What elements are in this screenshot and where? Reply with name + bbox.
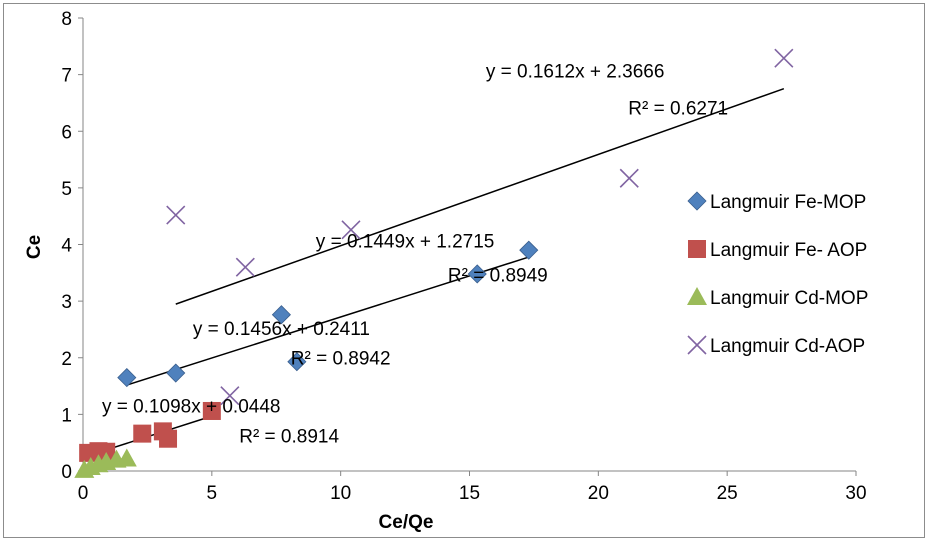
chart-frame (3, 3, 925, 538)
y-tick-label: 8 (61, 9, 72, 30)
point-cd-aop (235, 257, 255, 277)
point-cd-aop (220, 386, 240, 406)
point-fe-aop (133, 424, 152, 443)
point-fe-mop (519, 240, 539, 260)
point-fe-aop (159, 429, 178, 448)
trendline-fe-mop (126, 256, 529, 386)
point-fe-mop (166, 363, 186, 383)
legend-label-cd-aop: Langmuir Cd-AOP (710, 336, 865, 357)
legend-marker-fe-aop (688, 240, 706, 258)
legend-label-fe-aop: Langmuir Fe- AOP (710, 240, 867, 261)
trendline-r2-cd-mop: R² = 0.8914 (239, 427, 339, 448)
x-tick-label: 20 (588, 483, 609, 504)
data-points (74, 48, 794, 478)
y-tick-label: 6 (61, 122, 72, 143)
y-tick-label: 1 (61, 405, 72, 426)
legend-marker-fe-mop (687, 191, 707, 211)
y-tick-label: 3 (61, 292, 72, 313)
point-fe-aop (97, 442, 116, 461)
y-tick-label: 4 (61, 236, 72, 257)
trendline-equation-cd-aop: y = 0.1612x + 2.3666 (486, 61, 665, 82)
y-tick-label: 0 (61, 462, 72, 483)
trendline-r2-fe-mop: R² = 0.8949 (448, 265, 548, 286)
legend-label-fe-mop: Langmuir Fe-MOP (710, 192, 866, 213)
trendline-equation-fe-aop: y = 0.1456x + 0.2411 (193, 319, 370, 340)
y-tick-label: 7 (61, 66, 72, 87)
x-tick-label: 30 (845, 483, 866, 504)
trendline-annotations: y = 0.1449x + 1.2715 R² = 0.8949 y = 0.145… (102, 61, 728, 447)
trendline-equation-fe-mop: y = 0.1449x + 1.2715 (316, 231, 495, 252)
point-fe-mop (271, 305, 291, 325)
trendline-cd-aop (175, 88, 785, 305)
point-cd-mop (116, 448, 137, 467)
x-axis-title: Ce/Qe (379, 512, 434, 533)
point-fe-mop (117, 368, 137, 388)
y-axis-title: Ce (24, 235, 45, 259)
trendline-r2-cd-aop: R² = 0.6271 (628, 98, 728, 119)
point-fe-mop (287, 352, 307, 372)
x-tick-label: 0 (78, 483, 89, 504)
x-tick-label: 10 (330, 483, 351, 504)
point-fe-aop (202, 401, 221, 420)
trendline-equation-cd-mop: y = 0.1098x + 0.0448 (102, 397, 281, 418)
trendline-r2-fe-aop: R² = 0.8942 (291, 349, 391, 370)
y-tick-label: 2 (61, 349, 72, 370)
point-cd-aop (619, 168, 639, 188)
point-fe-mop (467, 264, 487, 284)
legend-label-cd-mop: Langmuir Cd-MOP (710, 288, 868, 309)
point-cd-aop (341, 220, 361, 240)
point-cd-aop (774, 48, 794, 68)
legend: Langmuir Fe-MOP Langmuir Fe- AOP Langmuir … (687, 191, 868, 357)
point-cd-aop (166, 205, 186, 225)
x-tick-label: 5 (207, 483, 218, 504)
legend-marker-cd-mop (687, 287, 707, 305)
y-tick-label: 5 (61, 179, 72, 200)
x-tick-label: 15 (459, 483, 480, 504)
legend-marker-cd-aop (687, 335, 707, 355)
x-tick-label: 25 (717, 483, 738, 504)
axes: 0 1 2 3 4 5 6 7 8 0 5 10 15 20 25 30 (61, 9, 866, 504)
